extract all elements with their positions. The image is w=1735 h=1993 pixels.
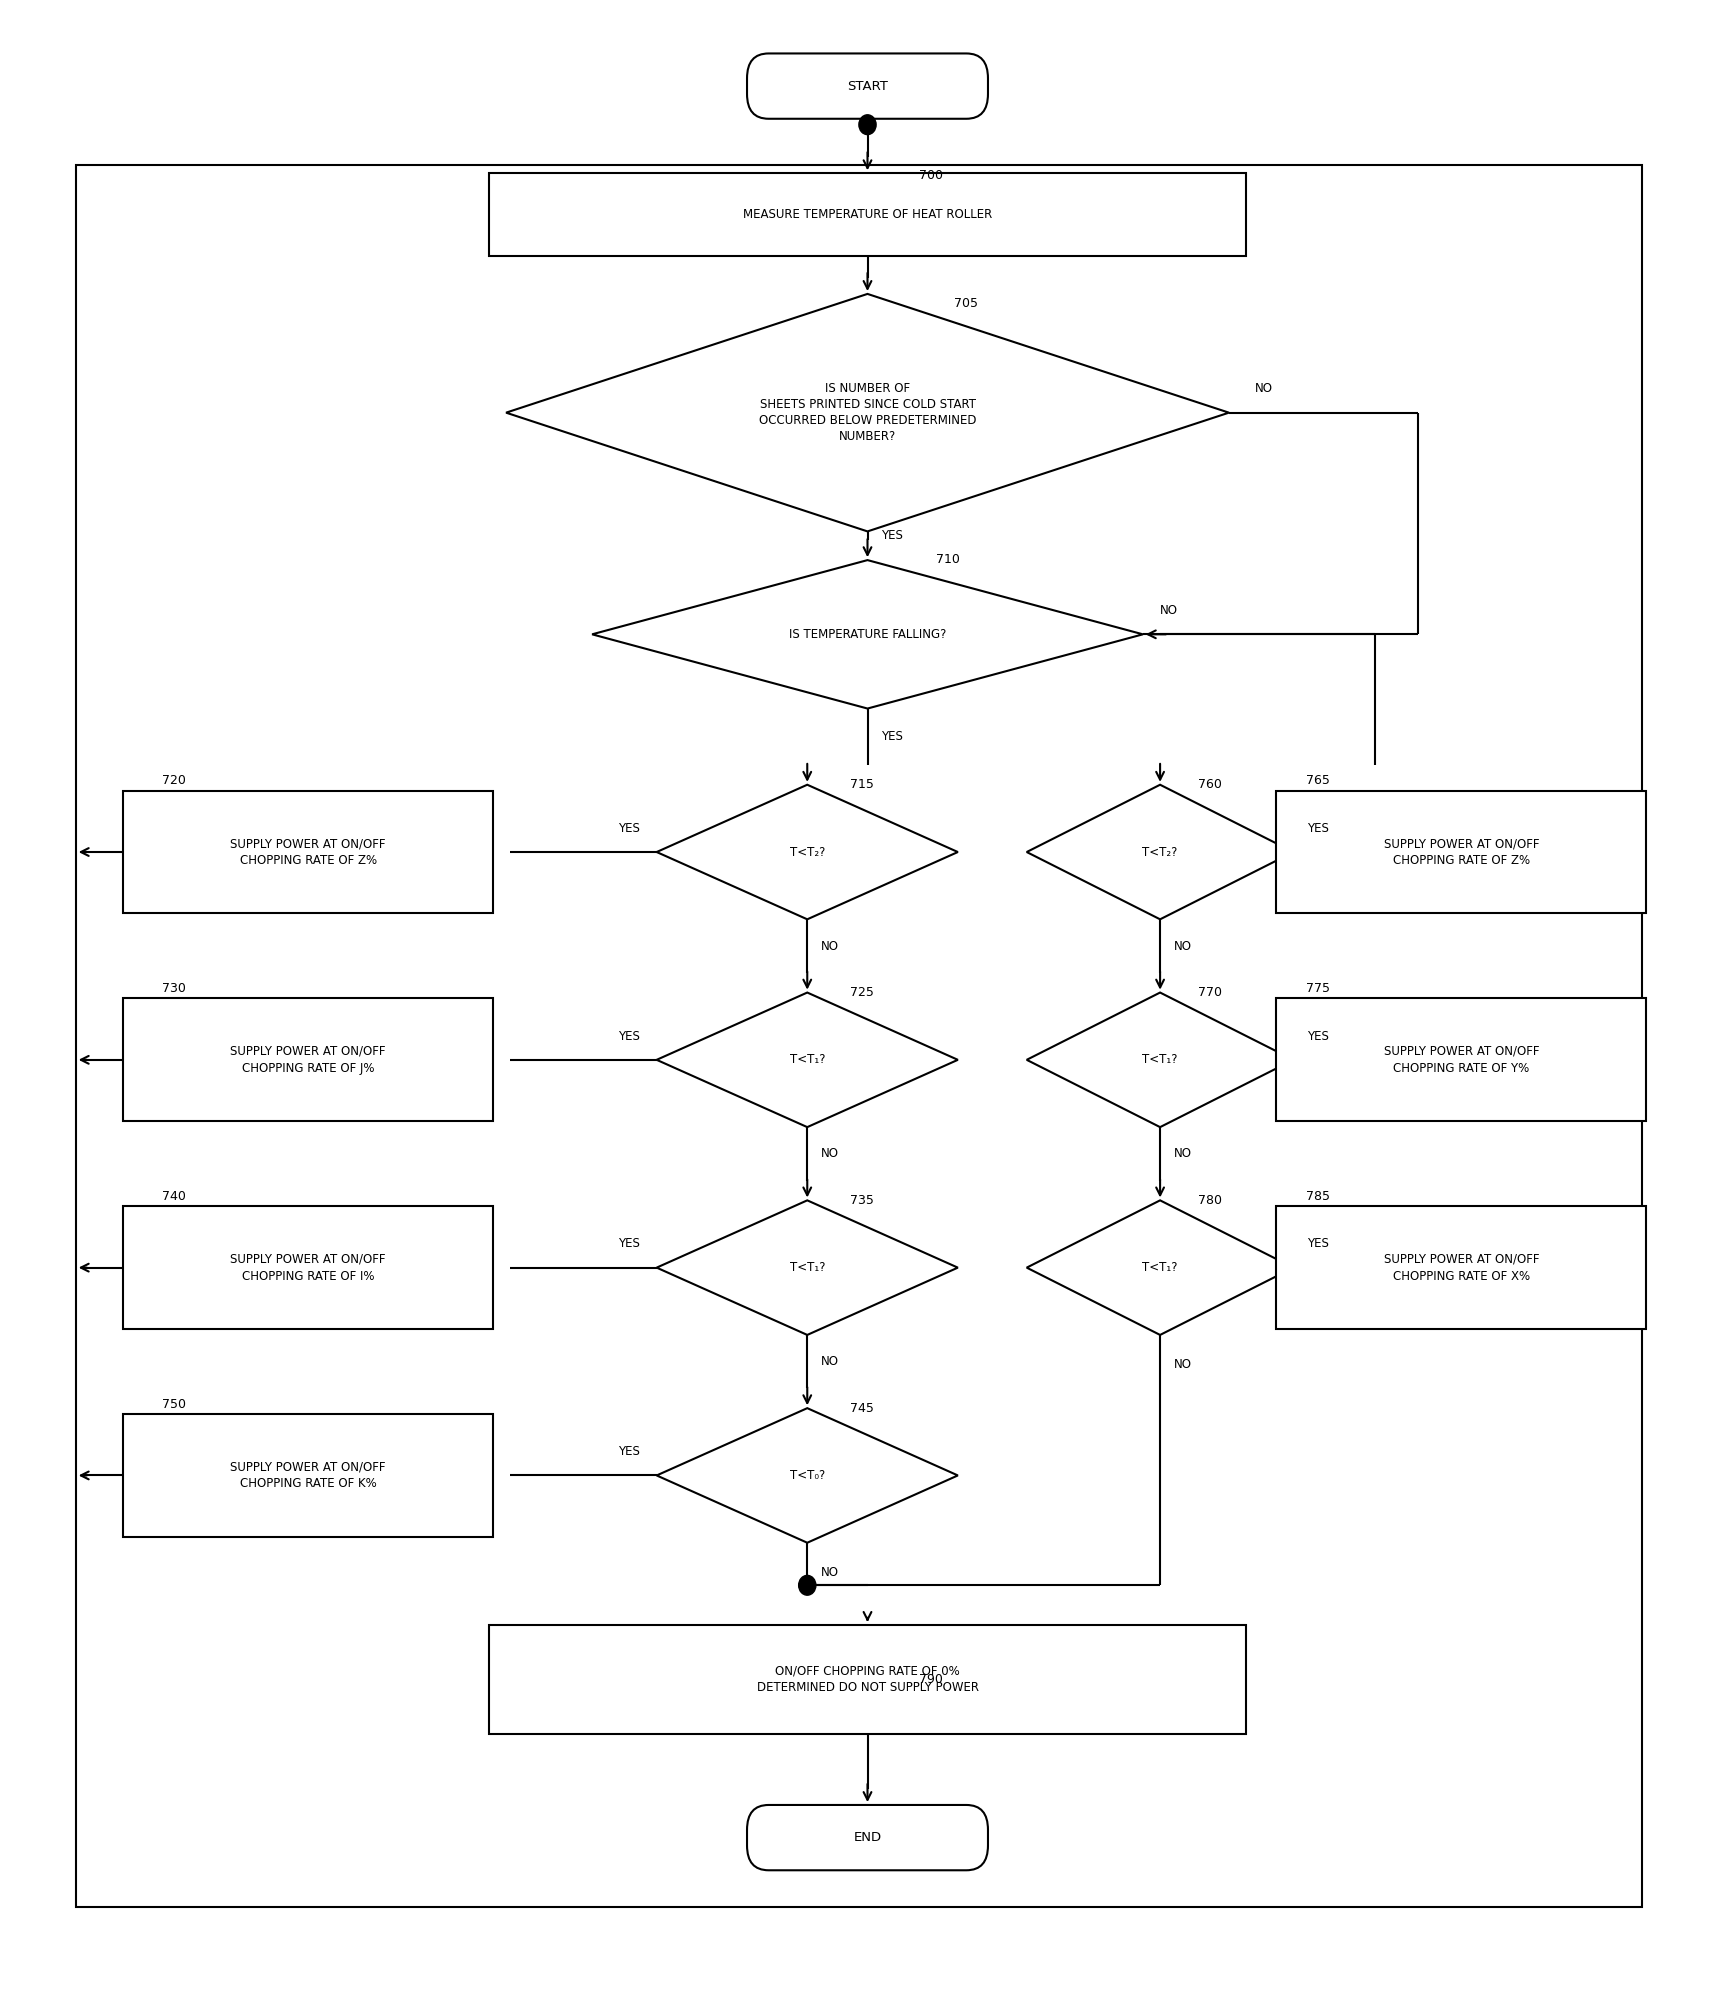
Polygon shape xyxy=(1027,1200,1294,1335)
Text: 745: 745 xyxy=(850,1401,874,1415)
Text: SUPPLY POWER AT ON/OFF
CHOPPING RATE OF Z%: SUPPLY POWER AT ON/OFF CHOPPING RATE OF … xyxy=(231,837,385,867)
Text: T<T₂?: T<T₂? xyxy=(1142,845,1178,859)
Text: 775: 775 xyxy=(1306,983,1331,995)
Bar xyxy=(489,1624,1246,1734)
Text: T<T₁?: T<T₁? xyxy=(789,1054,826,1066)
Polygon shape xyxy=(592,560,1143,710)
Text: 780: 780 xyxy=(1197,1194,1221,1208)
Text: 790: 790 xyxy=(920,1672,944,1686)
Text: NO: NO xyxy=(821,1148,840,1160)
Text: 715: 715 xyxy=(850,777,874,791)
Bar xyxy=(1277,998,1647,1122)
Text: SUPPLY POWER AT ON/OFF
CHOPPING RATE OF Y%: SUPPLY POWER AT ON/OFF CHOPPING RATE OF … xyxy=(1383,1044,1539,1074)
Text: 740: 740 xyxy=(161,1190,186,1204)
Text: MEASURE TEMPERATURE OF HEAT ROLLER: MEASURE TEMPERATURE OF HEAT ROLLER xyxy=(743,207,992,221)
Text: NO: NO xyxy=(1175,1148,1192,1160)
Text: YES: YES xyxy=(1306,1238,1329,1250)
Text: 725: 725 xyxy=(850,987,874,998)
Polygon shape xyxy=(1027,993,1294,1128)
Text: YES: YES xyxy=(881,530,904,542)
Text: SUPPLY POWER AT ON/OFF
CHOPPING RATE OF J%: SUPPLY POWER AT ON/OFF CHOPPING RATE OF … xyxy=(231,1044,385,1074)
Text: IS NUMBER OF
SHEETS PRINTED SINCE COLD START
OCCURRED BELOW PREDETERMINED
NUMBER: IS NUMBER OF SHEETS PRINTED SINCE COLD S… xyxy=(758,383,977,442)
Text: YES: YES xyxy=(618,1238,640,1250)
Polygon shape xyxy=(656,993,958,1128)
Text: 760: 760 xyxy=(1197,777,1221,791)
Text: ON/OFF CHOPPING RATE OF 0%
DETERMINED DO NOT SUPPLY POWER: ON/OFF CHOPPING RATE OF 0% DETERMINED DO… xyxy=(756,1664,979,1694)
Text: SUPPLY POWER AT ON/OFF
CHOPPING RATE OF X%: SUPPLY POWER AT ON/OFF CHOPPING RATE OF … xyxy=(1383,1254,1539,1283)
Text: 720: 720 xyxy=(161,773,186,787)
Circle shape xyxy=(798,1574,815,1594)
Polygon shape xyxy=(656,1409,958,1543)
Text: YES: YES xyxy=(881,729,904,743)
Text: 765: 765 xyxy=(1306,773,1331,787)
Text: 770: 770 xyxy=(1197,987,1221,998)
Text: NO: NO xyxy=(1254,383,1273,395)
Text: 710: 710 xyxy=(937,552,959,566)
Bar xyxy=(1277,1206,1647,1329)
Bar xyxy=(123,1206,493,1329)
Text: SUPPLY POWER AT ON/OFF
CHOPPING RATE OF I%: SUPPLY POWER AT ON/OFF CHOPPING RATE OF … xyxy=(231,1254,385,1283)
Bar xyxy=(489,173,1246,257)
Text: NO: NO xyxy=(821,1566,840,1578)
FancyBboxPatch shape xyxy=(748,54,987,120)
Text: YES: YES xyxy=(618,1030,640,1042)
Text: 785: 785 xyxy=(1306,1190,1331,1204)
Text: YES: YES xyxy=(1306,821,1329,835)
Text: 730: 730 xyxy=(161,983,186,995)
Polygon shape xyxy=(656,1200,958,1335)
Text: NO: NO xyxy=(1175,1357,1192,1371)
Text: NO: NO xyxy=(1161,604,1178,618)
Polygon shape xyxy=(656,785,958,919)
Text: SUPPLY POWER AT ON/OFF
CHOPPING RATE OF K%: SUPPLY POWER AT ON/OFF CHOPPING RATE OF … xyxy=(231,1461,385,1491)
Text: YES: YES xyxy=(1306,1030,1329,1042)
Bar xyxy=(123,998,493,1122)
Polygon shape xyxy=(507,293,1228,532)
Bar xyxy=(1277,791,1647,913)
Text: NO: NO xyxy=(1175,939,1192,953)
Text: 705: 705 xyxy=(954,297,977,311)
Bar xyxy=(123,791,493,913)
Text: T<T₀?: T<T₀? xyxy=(789,1469,824,1483)
Text: T<T₁?: T<T₁? xyxy=(789,1262,826,1274)
Bar xyxy=(123,1415,493,1537)
Polygon shape xyxy=(1027,785,1294,919)
Text: SUPPLY POWER AT ON/OFF
CHOPPING RATE OF Z%: SUPPLY POWER AT ON/OFF CHOPPING RATE OF … xyxy=(1383,837,1539,867)
FancyBboxPatch shape xyxy=(748,1806,987,1869)
Text: T<T₂?: T<T₂? xyxy=(789,845,824,859)
Text: NO: NO xyxy=(821,1355,840,1367)
Text: T<T₁?: T<T₁? xyxy=(1142,1262,1178,1274)
Text: 700: 700 xyxy=(920,169,944,181)
Text: YES: YES xyxy=(618,1445,640,1459)
Circle shape xyxy=(859,116,876,136)
Text: 735: 735 xyxy=(850,1194,874,1208)
Text: NO: NO xyxy=(821,939,840,953)
Text: 750: 750 xyxy=(161,1397,186,1411)
Text: T<T₁?: T<T₁? xyxy=(1142,1054,1178,1066)
Bar xyxy=(76,165,1641,1907)
Text: YES: YES xyxy=(618,821,640,835)
Text: END: END xyxy=(854,1832,881,1844)
Text: START: START xyxy=(847,80,888,92)
Text: IS TEMPERATURE FALLING?: IS TEMPERATURE FALLING? xyxy=(789,628,946,642)
